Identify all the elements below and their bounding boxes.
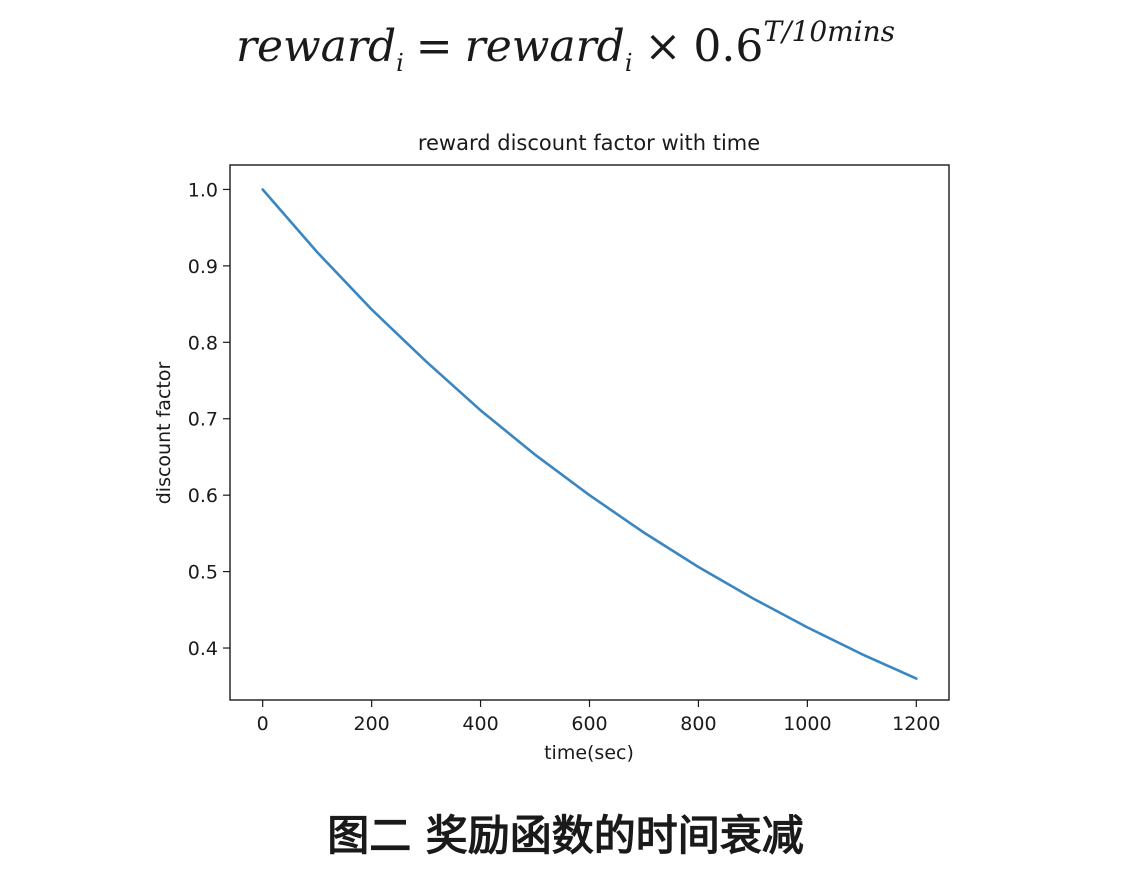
formula-rhs-subscript: i <box>624 49 633 77</box>
figure-caption: 图二 奖励函数的时间衰减 <box>327 811 804 860</box>
y-tick-label: 0.7 <box>188 409 218 431</box>
x-tick-label: 0 <box>257 713 269 735</box>
y-tick-label: 0.9 <box>188 256 218 278</box>
series-line <box>261 188 918 680</box>
y-axis-ticks: 0.4 0.5 0.6 0.7 0.8 0.9 1.0 <box>188 179 230 660</box>
x-axis-label: time(sec) <box>544 742 634 764</box>
x-tick-label: 1200 <box>892 713 940 735</box>
plot-frame <box>229 164 950 701</box>
chart-title: reward discount factor with time <box>418 131 760 155</box>
formula-exponent: T/10mins <box>763 15 896 48</box>
x-axis-ticks: 0 200 400 600 800 1000 1200 <box>257 700 940 735</box>
x-tick-label: 800 <box>680 713 716 735</box>
x-tick-label: 200 <box>353 713 389 735</box>
y-tick-label: 0.6 <box>188 485 218 507</box>
formula-lhs-subscript: i <box>396 49 404 77</box>
formula-coefficient: 0.6 <box>693 21 764 72</box>
y-tick-label: 0.8 <box>188 332 218 354</box>
y-axis-label: discount factor <box>153 362 175 505</box>
x-tick-label: 600 <box>571 713 607 735</box>
discount-factor-chart: reward discount factor with time 0 200 400… <box>153 131 950 764</box>
formula: rewardi = rewardi × 0.6T/10mins <box>0 0 1131 77</box>
formula-times: × <box>644 21 682 72</box>
y-tick-label: 0.5 <box>188 562 218 584</box>
y-tick-label: 1.0 <box>188 179 218 201</box>
formula-equals: = <box>415 21 453 72</box>
x-tick-label: 400 <box>462 713 498 735</box>
formula-lhs: reward <box>235 21 397 72</box>
formula-rhs: reward <box>464 21 625 72</box>
y-tick-label: 0.4 <box>188 638 218 660</box>
x-tick-label: 1000 <box>783 713 831 735</box>
